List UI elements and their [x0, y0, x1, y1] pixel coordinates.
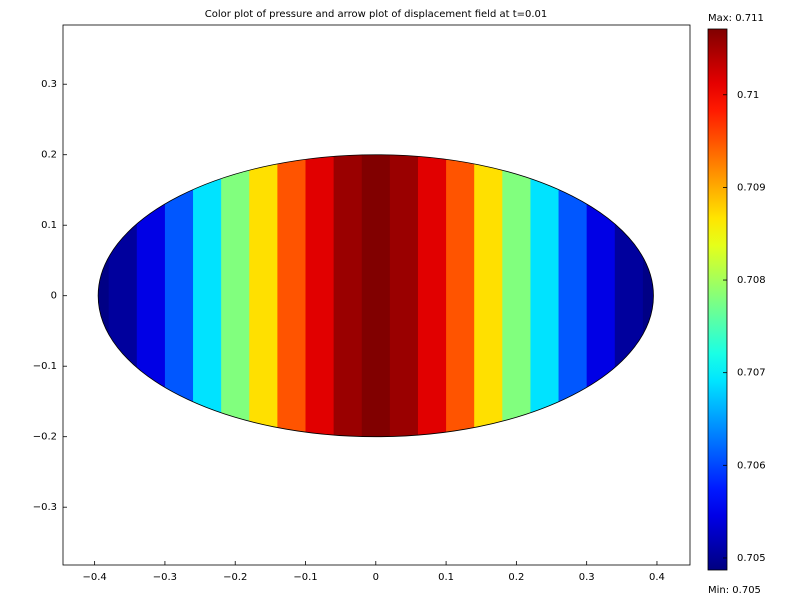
y-tick-label: 0	[51, 291, 57, 302]
colorbar-tick-label: 0.707	[737, 368, 766, 379]
colorbar	[707, 28, 728, 571]
x-tick-label: 0	[373, 572, 379, 583]
x-tick-label: −0.3	[153, 572, 177, 583]
field-strip	[446, 154, 475, 437]
y-tick-label: 0.3	[41, 79, 57, 90]
y-tick-label: −0.1	[33, 361, 57, 372]
x-tick-label: −0.4	[82, 572, 106, 583]
field-strip	[642, 154, 654, 437]
colorbar-tick-label: 0.706	[737, 460, 766, 471]
colorbar-tick-label: 0.709	[737, 182, 766, 193]
field-strip	[193, 154, 222, 437]
field-strip	[417, 154, 447, 437]
field-strip	[305, 154, 335, 437]
x-tick-label: −0.1	[293, 572, 317, 583]
field-strip	[502, 154, 532, 437]
field-strip	[361, 154, 391, 437]
field-strip	[249, 154, 278, 437]
colorbar-tick-label: 0.708	[737, 275, 766, 286]
field-strip	[333, 154, 363, 437]
field-strip	[474, 154, 503, 437]
field-strip	[221, 154, 250, 437]
x-tick-label: 0.3	[579, 572, 595, 583]
x-tick-label: −0.2	[223, 572, 247, 583]
colorbar-max-label: Max: 0.711	[708, 13, 764, 24]
y-tick-label: 0.1	[41, 220, 57, 231]
field-strip	[98, 154, 110, 437]
x-tick-label: 0.4	[649, 572, 665, 583]
colorbar-tick-label: 0.71	[737, 90, 759, 101]
chart-title: Color plot of pressure and arrow plot of…	[205, 9, 548, 20]
field-strip	[164, 154, 194, 437]
field-strip	[277, 154, 307, 437]
y-tick-label: −0.2	[33, 432, 57, 443]
colorbar-tick-label: 0.705	[737, 553, 766, 564]
x-tick-label: 0.1	[438, 572, 454, 583]
field-strip	[389, 154, 419, 437]
x-tick-label: 0.2	[508, 572, 524, 583]
field-strip	[530, 154, 560, 437]
pressure-field	[98, 154, 654, 437]
domain-boundary	[97, 154, 654, 438]
colorbar-min-label: Min: 0.705	[708, 585, 761, 596]
y-tick-label: −0.3	[33, 502, 57, 513]
y-tick-label: 0.2	[41, 150, 57, 161]
